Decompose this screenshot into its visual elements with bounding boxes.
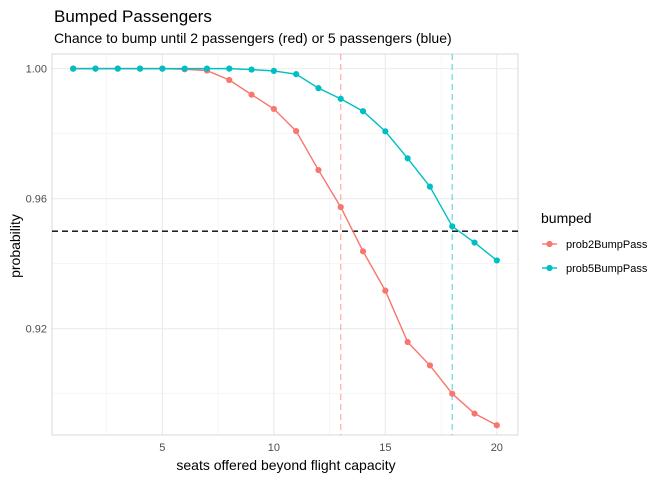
data-point-prob5BumpPass — [337, 95, 344, 102]
data-point-prob2BumpPass — [404, 338, 411, 346]
data-point-prob5BumpPass — [159, 65, 166, 72]
data-point-prob5BumpPass — [70, 65, 77, 72]
data-point-prob2BumpPass — [293, 127, 300, 135]
chart-subtitle: Chance to bump until 2 passengers (red) … — [54, 30, 452, 46]
x-tick-label: 20 — [491, 442, 503, 454]
x-axis-title: seats offered beyond flight capacity — [176, 457, 395, 473]
reference-lines — [52, 54, 518, 435]
data-point-prob5BumpPass — [359, 108, 367, 115]
y-tick-label: 1.00 — [26, 64, 47, 76]
data-point-prob5BumpPass — [471, 239, 478, 246]
data-point-prob5BumpPass — [270, 67, 277, 75]
data-point-prob5BumpPass — [449, 223, 456, 230]
data-point-prob5BumpPass — [493, 257, 500, 264]
legend-label: prob5BumpPass — [566, 263, 648, 275]
data-point-prob5BumpPass — [181, 65, 188, 72]
series — [70, 65, 500, 429]
data-point-prob2BumpPass — [337, 204, 344, 211]
legend: bumped prob2BumpPass prob5BumpPass — [541, 210, 648, 275]
axis-ticks: 5 10 15 20 0.92 0.96 1.00 — [26, 64, 503, 454]
legend-title: bumped — [541, 210, 592, 226]
data-point-prob2BumpPass — [226, 76, 233, 84]
data-point-prob5BumpPass — [136, 65, 144, 72]
y-axis-title: probability — [7, 214, 23, 278]
legend-label: prob2BumpPass — [566, 239, 648, 251]
grid — [51, 53, 519, 436]
legend-key-point — [546, 264, 553, 272]
data-point-prob5BumpPass — [226, 65, 233, 72]
x-tick-label: 5 — [159, 442, 165, 454]
data-point-prob2BumpPass — [449, 390, 456, 397]
y-tick-label: 0.92 — [26, 324, 47, 336]
data-point-prob2BumpPass — [315, 166, 322, 174]
x-tick-label: 15 — [379, 442, 391, 454]
data-point-prob5BumpPass — [248, 66, 255, 73]
legend-key-point — [546, 240, 553, 248]
data-point-prob5BumpPass — [114, 65, 121, 72]
data-point-prob5BumpPass — [92, 65, 99, 72]
data-point-prob2BumpPass — [471, 410, 478, 417]
data-point-prob5BumpPass — [382, 128, 389, 135]
data-point-prob2BumpPass — [270, 105, 277, 113]
data-point-prob5BumpPass — [293, 71, 300, 78]
data-point-prob5BumpPass — [203, 65, 211, 72]
data-point-prob5BumpPass — [315, 85, 322, 92]
series-line-prob2BumpPass — [73, 67, 498, 426]
chart-title: Bumped Passengers — [54, 7, 212, 26]
x-tick-label: 10 — [268, 442, 280, 454]
data-point-prob5BumpPass — [404, 155, 411, 162]
data-point-prob2BumpPass — [493, 422, 500, 429]
y-tick-label: 0.96 — [26, 194, 47, 206]
panel-border — [51, 53, 519, 436]
data-point-prob5BumpPass — [426, 183, 434, 190]
series-line-prob5BumpPass — [73, 67, 498, 261]
data-point-prob2BumpPass — [359, 248, 367, 255]
data-point-prob2BumpPass — [426, 362, 434, 369]
data-point-prob2BumpPass — [382, 287, 389, 294]
data-point-prob2BumpPass — [248, 91, 255, 98]
